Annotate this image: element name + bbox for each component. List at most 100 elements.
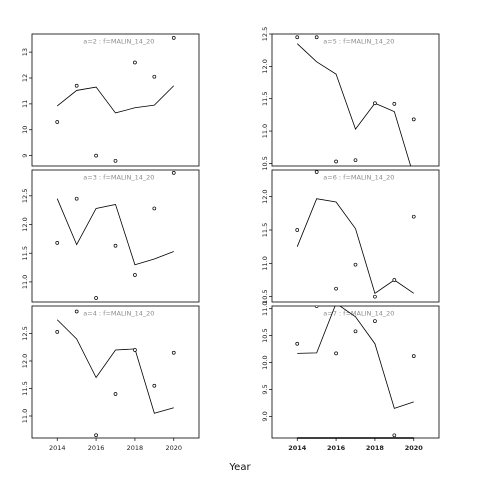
data-point (94, 296, 98, 300)
panel-marks (295, 306, 416, 438)
data-point (133, 60, 137, 65)
data-point (55, 120, 60, 124)
panel-frame (31, 33, 200, 167)
panel-frame (271, 169, 440, 303)
panel-frame (271, 305, 440, 439)
y-tick-label: 12.0 (261, 59, 269, 73)
data-point (152, 383, 157, 388)
panel-marks (55, 309, 176, 438)
panel-marks (295, 35, 416, 166)
data-point (133, 348, 137, 352)
x-tick-label: 2014 (288, 444, 307, 452)
data-point (113, 158, 118, 163)
data-point (373, 101, 377, 106)
y-tick-label: 12.0 (21, 217, 29, 231)
x-tick-label: 2014 (49, 444, 66, 452)
y-tick-label: 12.5 (21, 326, 29, 340)
panel-2: a=5 : f=MALIN_14_20 10.5 11.0 11.5 12.0 12.5 (261, 27, 440, 171)
y-tick-label: 11.0 (261, 124, 269, 138)
data-point (55, 330, 60, 334)
y-tick-label: 9.0 (261, 411, 269, 421)
data-point (411, 354, 416, 358)
y-tick-label: 10.5 (261, 289, 269, 303)
panel-frame (271, 33, 440, 167)
y-tick-label: 12 (21, 74, 29, 82)
y-tick-label: 11.5 (261, 223, 269, 237)
y-tick-label: 10.0 (261, 355, 269, 369)
panel-3: a=3 : f=MALIN_14_20 11.0 11.5 12.0 12.5 (21, 169, 200, 303)
data-point (314, 306, 319, 308)
data-point (295, 341, 300, 346)
data-point (392, 433, 397, 438)
y-tick-label: 10.5 (261, 328, 269, 342)
x-tick-label: 2020 (165, 444, 182, 452)
x-tick-label: 2018 (366, 444, 385, 452)
y-tick-label: 12.5 (261, 27, 269, 41)
data-point (373, 319, 377, 323)
data-point (334, 286, 338, 291)
y-tick-label: 12.5 (21, 189, 29, 203)
data-point (133, 273, 137, 277)
data-point (411, 214, 416, 219)
y-tick-label: 11.0 (21, 409, 29, 423)
data-point (334, 159, 338, 164)
y-tick-label: 9.5 (261, 384, 269, 394)
x-tick-label: 2018 (127, 444, 144, 452)
data-point (353, 262, 358, 267)
y-tick-label: 12.0 (261, 189, 269, 203)
y-tick-label: 11.5 (21, 381, 29, 395)
panel-frame (31, 305, 200, 439)
data-point (295, 228, 300, 232)
data-point (55, 241, 60, 245)
panel-title: a=6 : f=MALIN_14_20 (323, 174, 394, 182)
series-line-1 (296, 43, 412, 166)
panel-1: a=2 : f=MALIN_14_20 9 10 11 12 13 (21, 33, 200, 167)
panel-title: a=7 : f=MALIN_14_20 (323, 310, 394, 318)
data-point (74, 196, 79, 201)
panel-title: a=3 : f=MALIN_14_20 (83, 174, 154, 182)
x-tick-label: 2020 (405, 444, 424, 452)
data-point (314, 35, 319, 40)
panel-marks (55, 171, 176, 300)
x-tick-label: 2016 (327, 444, 346, 452)
series-line-1 (56, 198, 174, 266)
panel-4: a=6 : f=MALIN_14_20 10.5 11.0 11.5 12.0 (261, 169, 440, 304)
y-tick-label: 11.0 (261, 301, 269, 315)
data-point (152, 74, 157, 79)
data-point (171, 171, 176, 175)
series-line-1 (56, 85, 175, 114)
y-tick-label: 11.0 (21, 275, 29, 289)
panel-6: a=7 : f=MALIN_14_20 9.0 9.5 10.0 10.5 11.0 201… (261, 301, 440, 452)
y-tick-label: 11.0 (261, 256, 269, 270)
panel-marks (295, 170, 416, 299)
y-tick-label: 10 (21, 126, 29, 134)
y-tick-label: 11.5 (261, 91, 269, 105)
data-point (94, 433, 98, 438)
y-tick-label: 11 (21, 100, 29, 108)
data-point (171, 36, 176, 40)
series-line-1 (297, 306, 414, 409)
data-point (74, 83, 79, 88)
data-point (334, 351, 338, 356)
y-tick-label: 10.5 (261, 156, 269, 170)
data-point (113, 243, 118, 248)
panel-frame (31, 169, 200, 303)
data-point (295, 35, 300, 40)
data-point (392, 102, 397, 106)
data-point (74, 309, 79, 314)
y-tick-label: 11.5 (21, 246, 29, 260)
data-point (113, 392, 118, 396)
panel-title: a=5 : f=MALIN_14_20 (323, 38, 394, 46)
data-point (171, 350, 176, 355)
panel-5: a=4 : f=MALIN_14_20 11.0 11.5 12.0 12.5 2014 2… (21, 305, 200, 452)
data-point (314, 170, 319, 174)
data-point (152, 206, 157, 211)
panel-title: a=2 : f=MALIN_14_20 (83, 38, 154, 46)
series-line-1 (296, 198, 414, 294)
data-point (373, 294, 377, 299)
data-point (392, 278, 397, 282)
data-point (411, 117, 416, 122)
data-point (353, 329, 358, 334)
y-tick-label: 9 (21, 154, 29, 158)
